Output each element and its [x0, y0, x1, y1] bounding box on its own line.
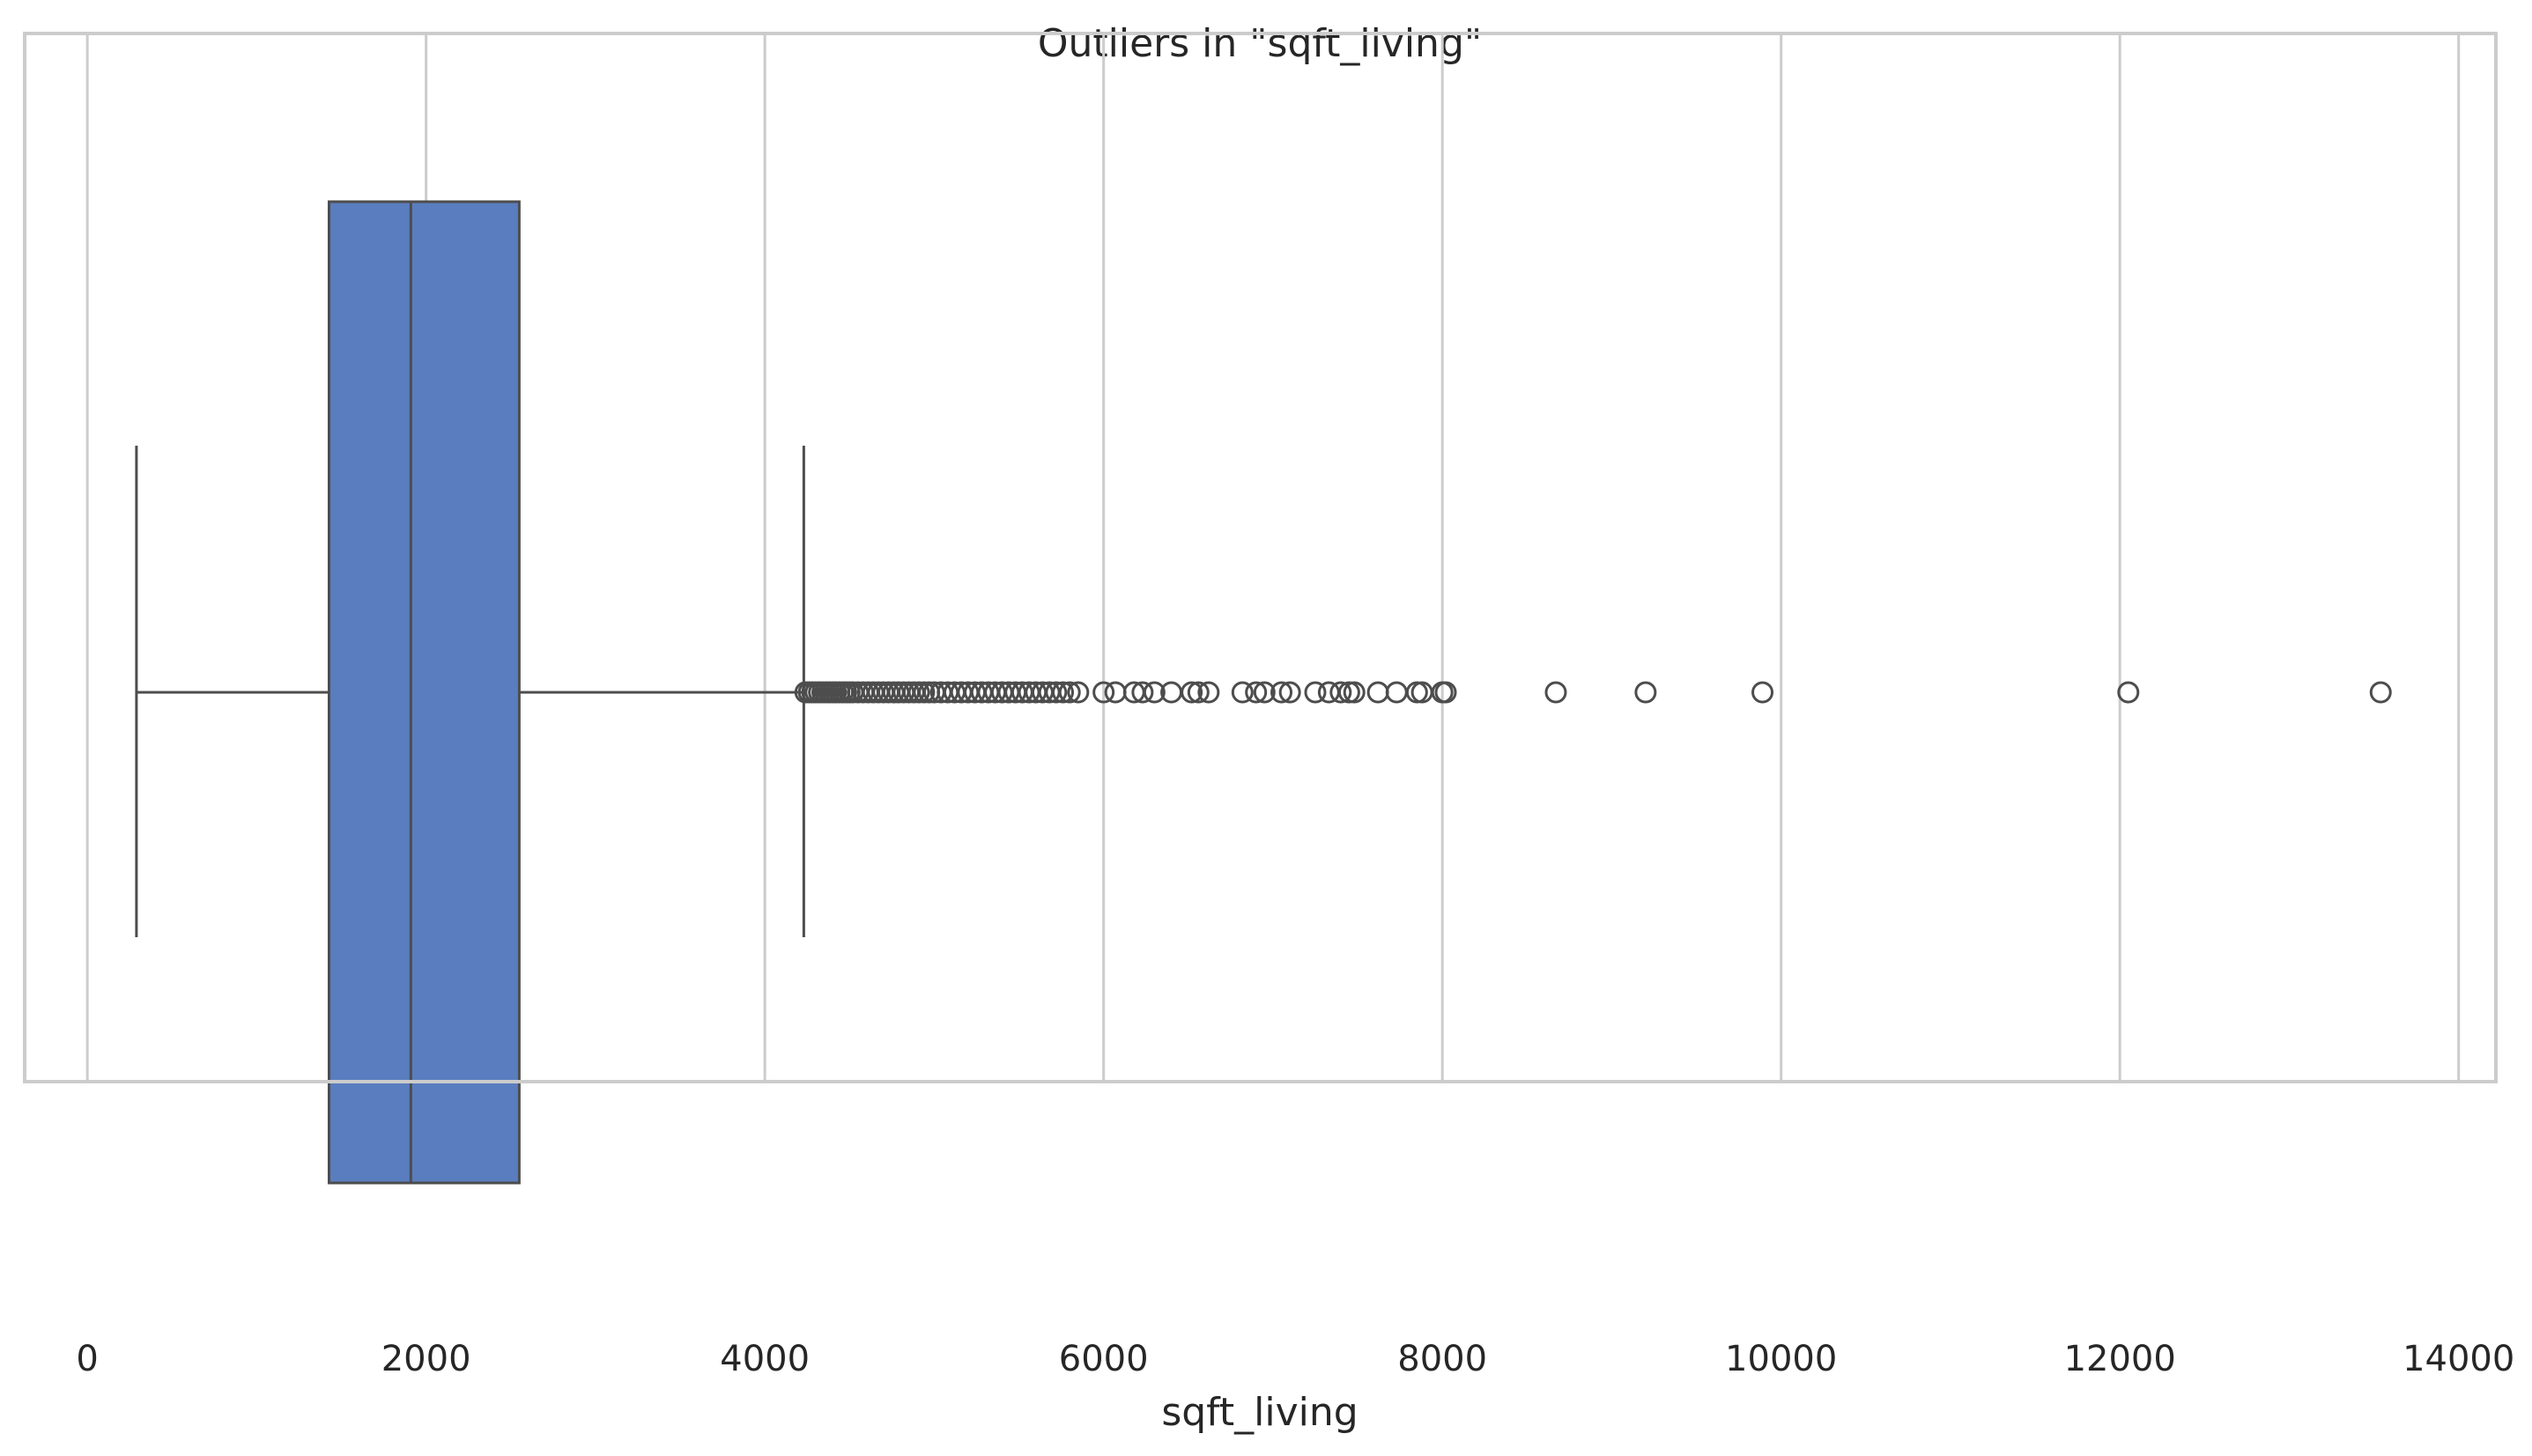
- x-tick-label: 0: [76, 1339, 98, 1379]
- box-plot: [135, 200, 805, 1185]
- outlier-points: [794, 681, 2392, 704]
- outlier-point: [1385, 681, 1408, 704]
- outlier-point: [1751, 681, 1774, 704]
- outlier-point: [1231, 681, 1254, 704]
- outlier-point: [1197, 681, 1220, 704]
- outlier-point: [1058, 681, 1081, 704]
- x-tick-label: 2000: [381, 1339, 471, 1379]
- outlier-point: [1067, 681, 1090, 704]
- outlier-point: [1329, 681, 1352, 704]
- outlier-point: [1092, 681, 1115, 704]
- outlier-point: [1366, 681, 1389, 704]
- outlier-point: [1270, 681, 1293, 704]
- x-tick-label: 8000: [1397, 1339, 1487, 1379]
- outlier-point: [1245, 681, 1268, 704]
- x-tick-label: 14000: [2402, 1339, 2514, 1379]
- outlier-point: [1187, 681, 1210, 704]
- chart-title: Outliers in "sqft_living": [1038, 21, 1482, 66]
- iqr-box: [327, 200, 521, 1185]
- x-axis-label: sqft_living: [1161, 1390, 1358, 1435]
- x-tick-label: 4000: [720, 1339, 810, 1379]
- outlier-point: [1181, 681, 1203, 704]
- outlier-point: [1343, 681, 1366, 704]
- x-tick-label: 6000: [1059, 1339, 1149, 1379]
- plot-frame: [23, 32, 2498, 1083]
- outlier-point: [1104, 681, 1127, 704]
- outlier-point: [1434, 681, 1457, 704]
- x-tick-labels: 0 2000 4000 6000 8000 10000 12000 14000: [76, 1339, 2514, 1379]
- outlier-point: [1278, 681, 1301, 704]
- outlier-point: [1052, 681, 1075, 704]
- outlier-point: [1045, 681, 1068, 704]
- outlier-point: [1131, 681, 1154, 704]
- outlier-point: [1634, 681, 1657, 704]
- outlier-point: [1143, 681, 1166, 704]
- outlier-point: [1544, 681, 1567, 704]
- x-tick-label: 12000: [2064, 1339, 2176, 1379]
- outlier-point: [2117, 681, 2140, 704]
- x-tick-label: 10000: [1725, 1339, 1837, 1379]
- outlier-point: [1304, 681, 1327, 704]
- outlier-point: [2369, 681, 2392, 704]
- outlier-point: [1253, 681, 1276, 704]
